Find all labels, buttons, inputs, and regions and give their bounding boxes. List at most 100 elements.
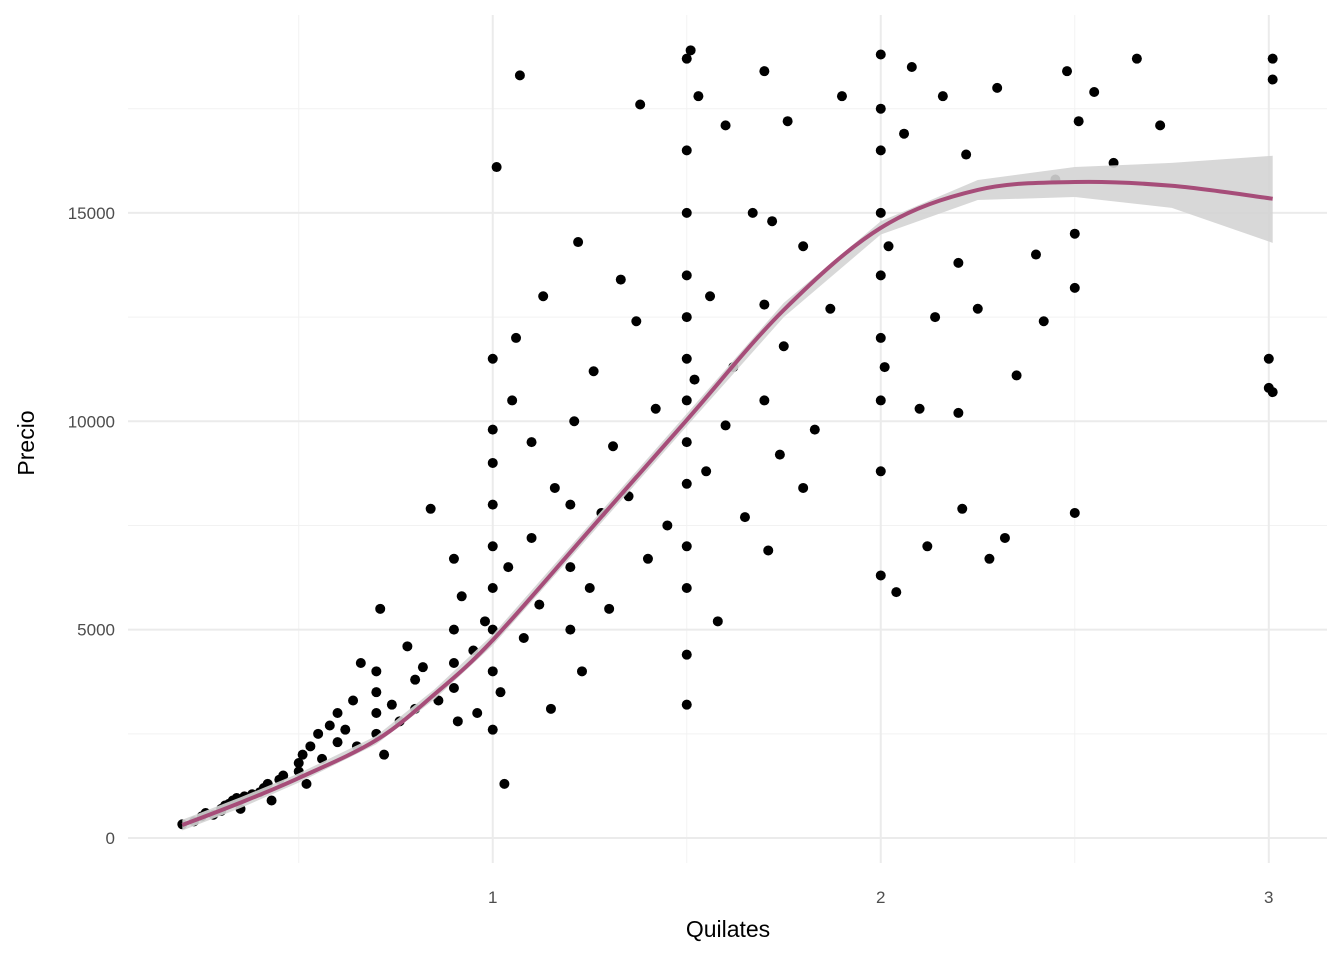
point (293, 758, 304, 769)
point (604, 603, 615, 614)
point (1155, 120, 1166, 131)
point (491, 162, 502, 173)
point (759, 66, 770, 77)
point (402, 641, 413, 652)
point (1069, 507, 1080, 518)
x-tick-label: 1 (488, 888, 497, 907)
point (650, 403, 661, 414)
point (410, 674, 421, 685)
point (879, 362, 890, 373)
point (487, 424, 498, 435)
point (371, 687, 382, 698)
point (1263, 353, 1274, 364)
point (433, 695, 444, 706)
x-tick-label: 2 (876, 888, 885, 907)
point (487, 353, 498, 364)
point (332, 737, 343, 748)
point (712, 616, 723, 627)
point (825, 303, 836, 314)
smooth-line (181, 179, 1273, 827)
point (487, 666, 498, 677)
point (371, 708, 382, 719)
point (584, 582, 595, 593)
point (953, 257, 964, 268)
point (569, 416, 580, 427)
point (875, 103, 886, 114)
point (705, 291, 716, 302)
point (875, 270, 886, 281)
point (576, 666, 587, 677)
point (957, 503, 968, 514)
point (763, 545, 774, 556)
point (1069, 282, 1080, 293)
point (809, 424, 820, 435)
point (499, 778, 510, 789)
point (487, 582, 498, 593)
point (487, 541, 498, 552)
point (875, 332, 886, 343)
point (875, 395, 886, 406)
point (1267, 53, 1278, 64)
point (1062, 66, 1073, 77)
point (961, 149, 972, 160)
point (526, 437, 537, 448)
point (681, 541, 692, 552)
point (534, 599, 545, 610)
point (487, 457, 498, 468)
x-axis-title: Quilates (686, 916, 770, 942)
point (875, 145, 886, 156)
point (549, 482, 560, 493)
point (662, 520, 673, 531)
point (495, 687, 506, 698)
point (642, 553, 653, 564)
point (759, 395, 770, 406)
point (689, 374, 700, 385)
y-tick-label: 10000 (68, 412, 115, 431)
point (1038, 316, 1049, 327)
y-tick-label: 0 (106, 829, 115, 848)
point (883, 241, 894, 252)
point (1089, 87, 1100, 98)
point (693, 91, 704, 102)
point (503, 562, 514, 573)
point (681, 207, 692, 218)
point (953, 407, 964, 418)
point (999, 532, 1010, 543)
point (545, 703, 556, 714)
point (313, 728, 324, 739)
point (681, 312, 692, 323)
point (565, 624, 576, 635)
point (472, 708, 483, 719)
point (992, 82, 1003, 93)
point (266, 795, 277, 806)
point (456, 591, 467, 602)
point (774, 449, 785, 460)
point (301, 778, 312, 789)
y-tick-label: 15000 (68, 204, 115, 223)
point (798, 241, 809, 252)
point (379, 749, 390, 760)
point (1030, 249, 1041, 260)
point (875, 570, 886, 581)
point (588, 366, 599, 377)
point (425, 503, 436, 514)
point (324, 720, 335, 731)
point (448, 553, 459, 564)
point (739, 512, 750, 523)
point (798, 482, 809, 493)
point (891, 587, 902, 598)
point (972, 303, 983, 314)
point (681, 270, 692, 281)
point (635, 99, 646, 110)
point (565, 499, 576, 510)
point (1069, 228, 1080, 239)
point (479, 616, 490, 627)
x-tick-label: 3 (1264, 888, 1273, 907)
point (615, 274, 626, 285)
point (759, 299, 770, 310)
point (1073, 116, 1084, 127)
point (355, 657, 366, 668)
point (452, 716, 463, 727)
point (305, 741, 316, 752)
